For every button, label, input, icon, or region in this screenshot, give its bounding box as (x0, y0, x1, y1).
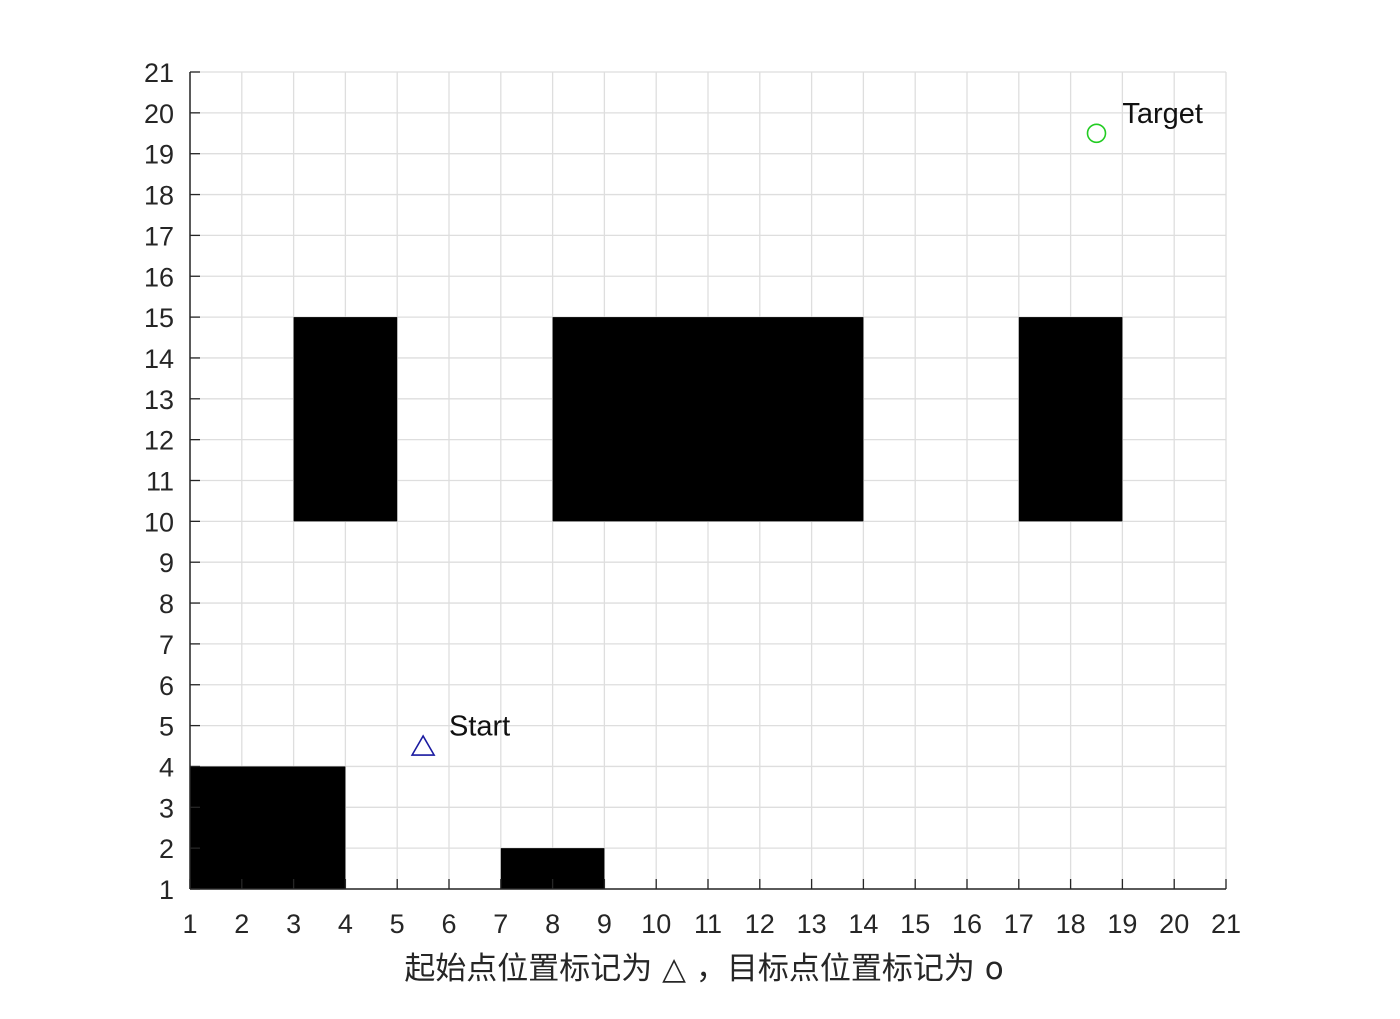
x-tick-label: 14 (848, 909, 878, 939)
markers: Start Target (410, 98, 1203, 756)
x-tick-label: 15 (900, 909, 930, 939)
x-tick-label: 10 (641, 909, 671, 939)
x-tick-label: 21 (1211, 909, 1241, 939)
y-tick-label: 1 (159, 875, 174, 905)
obstacle (552, 317, 864, 522)
y-tick-label: 20 (144, 99, 174, 129)
x-axis-label: 起始点位置标记为 △ ，目标点位置标记为 o (404, 951, 1003, 987)
y-tick-label: 12 (144, 426, 174, 456)
y-tick-label: 7 (159, 630, 174, 660)
y-tick-label: 16 (144, 262, 174, 292)
x-tick-label: 5 (390, 909, 405, 939)
obstacle (293, 317, 398, 522)
target-label: Target (1122, 98, 1203, 130)
x-tick-label: 4 (338, 909, 353, 939)
x-tick-label: 6 (441, 909, 456, 939)
y-tick-label: 13 (144, 385, 174, 415)
y-tick-label: 4 (159, 752, 174, 782)
x-tick-label: 18 (1056, 909, 1086, 939)
x-tick-label: 9 (597, 909, 612, 939)
x-tick-label: 3 (286, 909, 301, 939)
start-triangle-marker (410, 734, 436, 756)
x-tick-label: 17 (1004, 909, 1034, 939)
y-tick-label: 19 (144, 140, 174, 170)
x-tick-label: 7 (493, 909, 508, 939)
y-tick-label: 21 (144, 58, 174, 88)
target-circle-marker (1086, 123, 1107, 144)
x-tick-label: 8 (545, 909, 560, 939)
x-tick-label: 12 (745, 909, 775, 939)
x-tick-label: 13 (797, 909, 827, 939)
x-tick-labels: 1 2 3 4 5 6 7 8 9 10 11 12 13 14 15 16 17 18 19 20 21 (182, 909, 1241, 939)
y-tick-label: 11 (146, 467, 174, 497)
x-tick-label: 1 (182, 909, 197, 939)
obstacle (1018, 317, 1123, 522)
obstacles (190, 317, 1123, 889)
y-tick-label: 15 (144, 303, 174, 333)
y-tick-label: 10 (144, 507, 174, 537)
x-tick-label: 19 (1107, 909, 1137, 939)
x-tick-label: 20 (1159, 909, 1189, 939)
y-tick-label: 3 (159, 793, 174, 823)
x-tick-label: 16 (952, 909, 982, 939)
start-label: Start (449, 711, 510, 743)
obstacle (190, 766, 346, 889)
x-tick-label: 2 (234, 909, 249, 939)
y-tick-label: 5 (159, 712, 174, 742)
x-tick-label: 11 (694, 909, 722, 939)
y-tick-label: 6 (159, 671, 174, 701)
y-tick-label: 2 (159, 834, 174, 864)
y-tick-label: 9 (159, 548, 174, 578)
y-tick-label: 17 (144, 221, 174, 251)
y-tick-label: 14 (144, 344, 174, 374)
axes (189, 71, 1227, 890)
y-tick-label: 18 (144, 181, 174, 211)
y-tick-label: 8 (159, 589, 174, 619)
